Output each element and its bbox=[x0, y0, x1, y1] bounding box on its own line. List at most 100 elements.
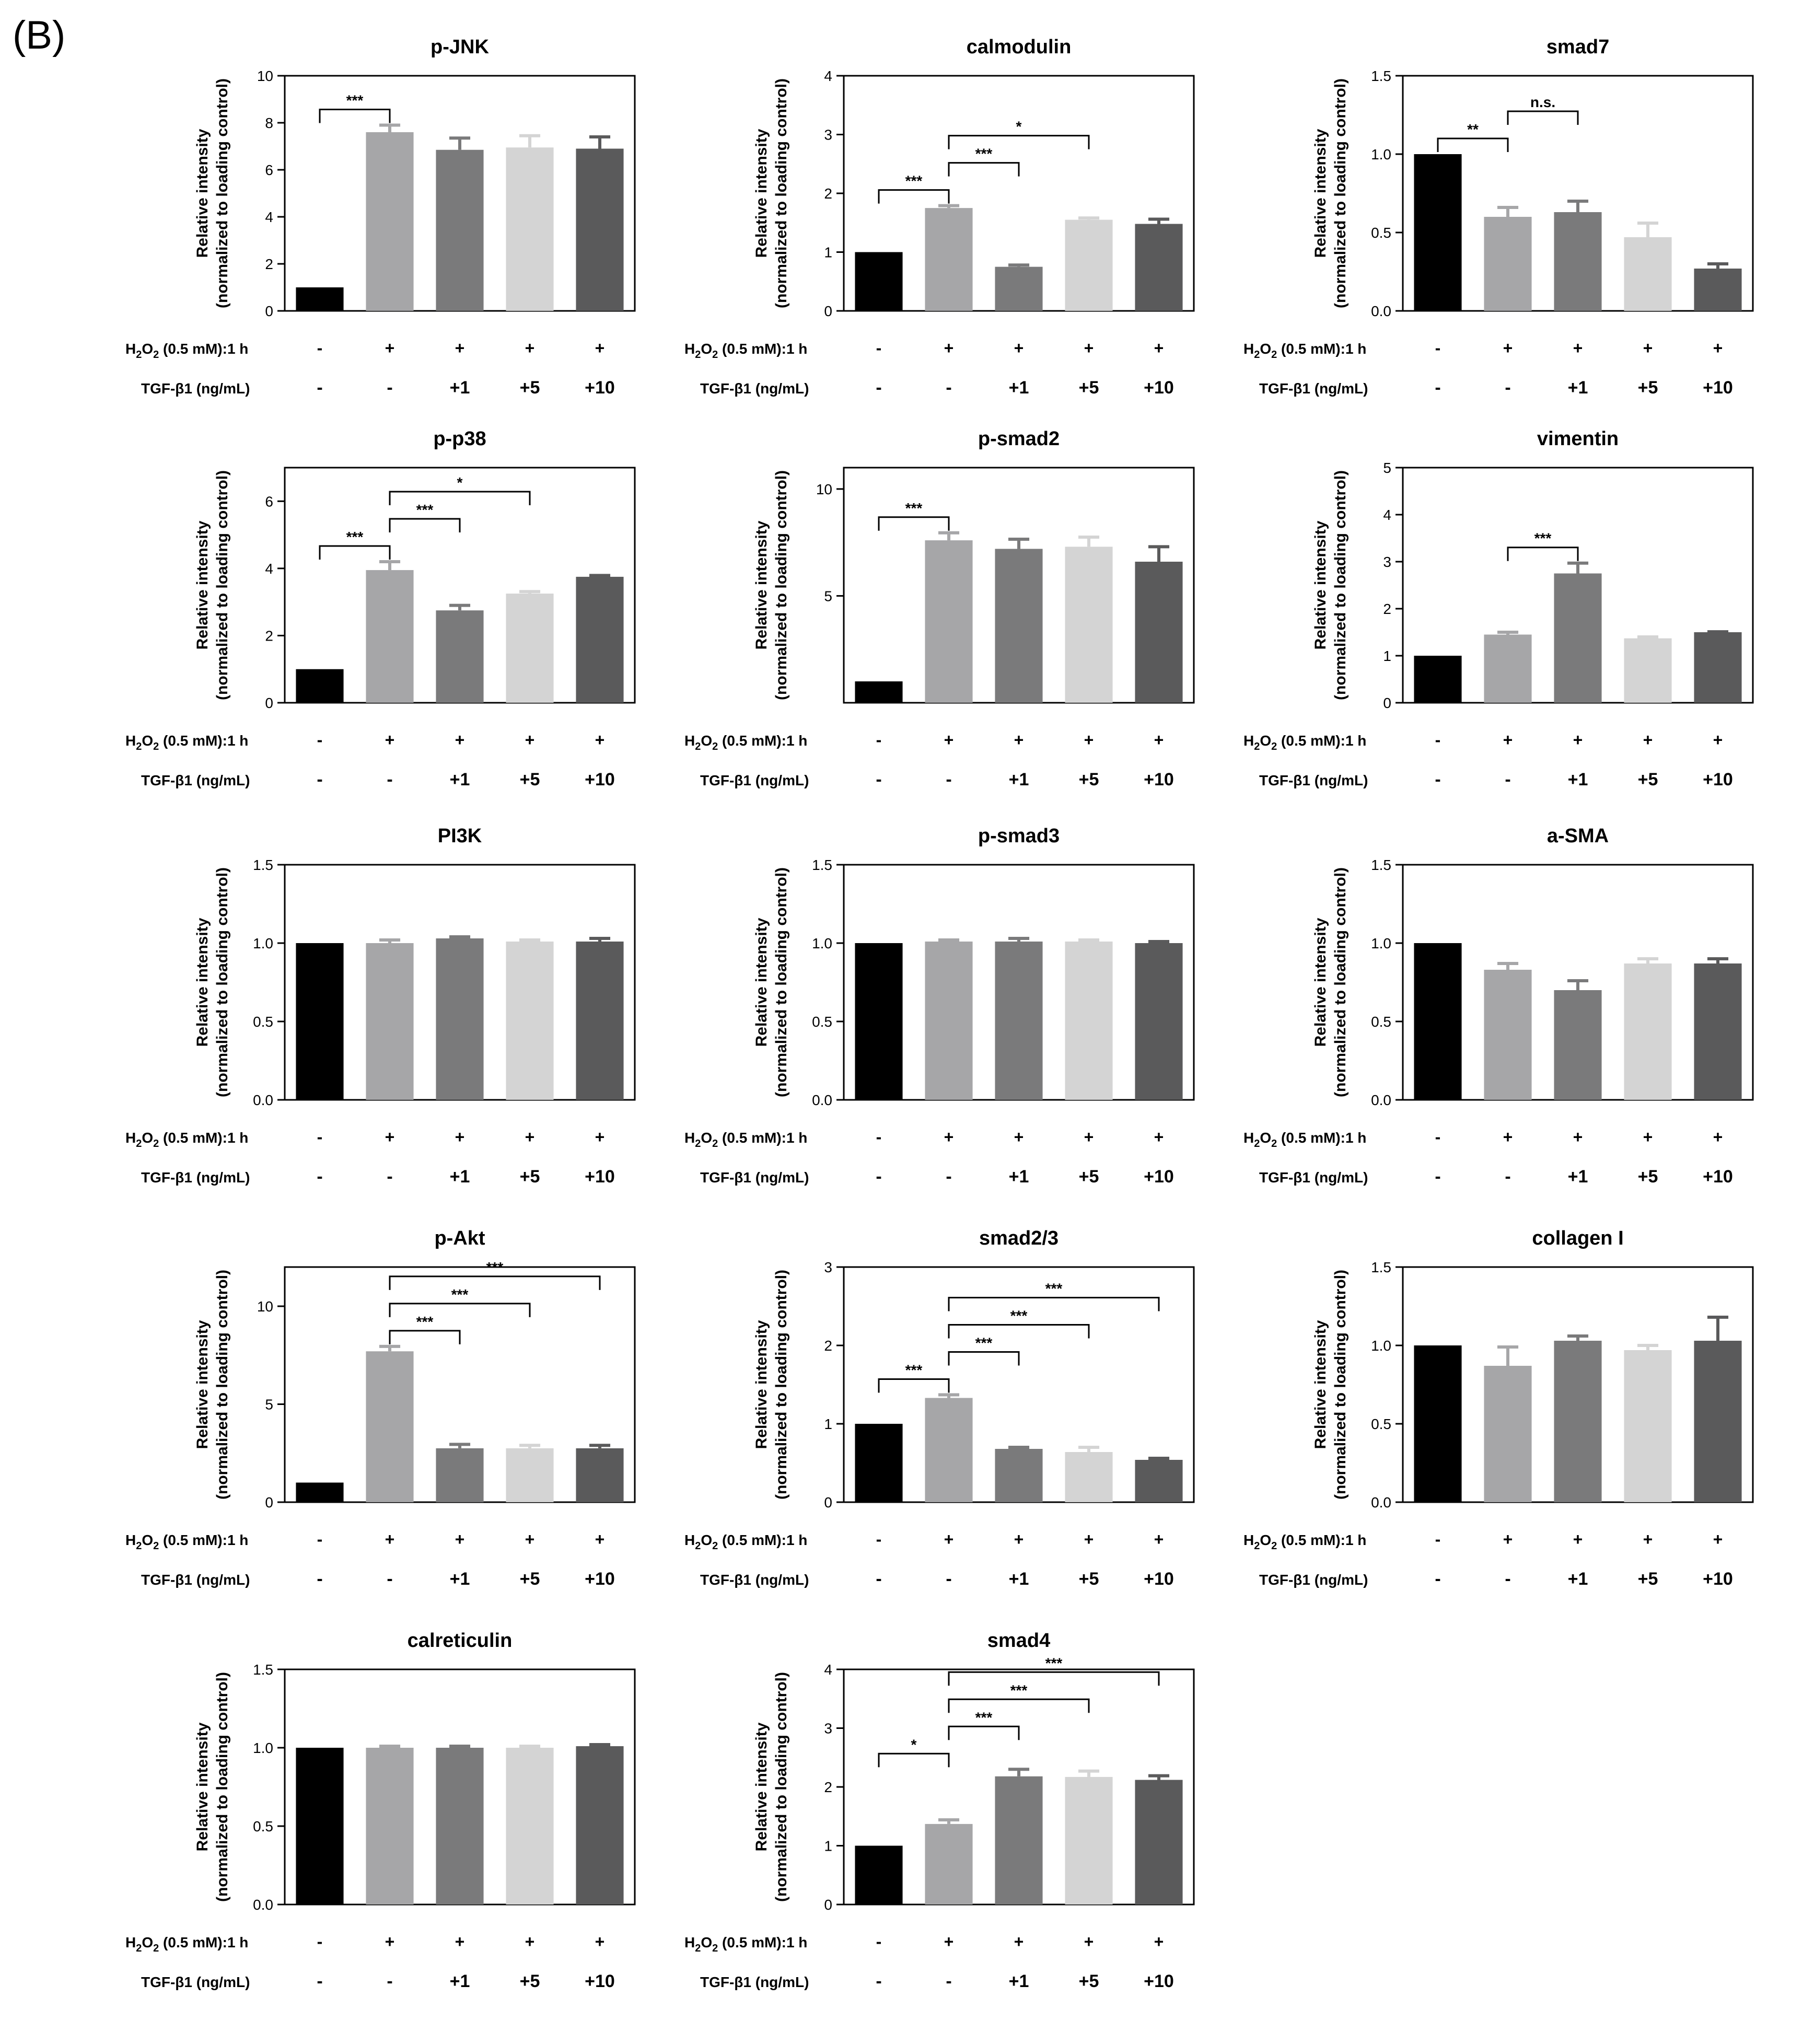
bar bbox=[436, 1448, 484, 1502]
tgf-row-label: TGF-β1 (ng/mL) bbox=[141, 380, 250, 397]
y-axis-label: Relative intensity (normalized to loading… bbox=[1312, 470, 1349, 700]
h2o2-value: + bbox=[525, 1530, 535, 1549]
y-tick-label: 1.0 bbox=[1371, 1338, 1391, 1354]
tgf-row-label: TGF-β1 (ng/mL) bbox=[141, 1572, 250, 1588]
significance-label: *** bbox=[975, 1335, 993, 1351]
significance-bracket bbox=[389, 1330, 461, 1344]
h2o2-value: + bbox=[1503, 1530, 1513, 1549]
y-axis-label-line2: (normalized to loading control) bbox=[773, 470, 790, 700]
significance-bracket bbox=[1507, 110, 1579, 125]
significance-label: *** bbox=[975, 1709, 993, 1725]
h2o2-row-label: H2O2 (0.5 mM):1 h bbox=[125, 1934, 248, 1954]
bar bbox=[995, 549, 1043, 703]
bar bbox=[1694, 269, 1742, 311]
h2o2-value: - bbox=[876, 1530, 882, 1549]
bar bbox=[296, 943, 344, 1100]
h2o2-text: O bbox=[701, 1532, 712, 1548]
chart-title: calreticulin bbox=[408, 1630, 513, 1652]
y-tick-label: 3 bbox=[824, 1259, 832, 1275]
chart-title: calmodulin bbox=[967, 36, 1072, 58]
bar bbox=[925, 942, 973, 1100]
bar bbox=[1484, 634, 1532, 703]
significance-label: *** bbox=[1010, 1308, 1028, 1324]
chart-title: p-smad2 bbox=[978, 428, 1060, 450]
tgf-value: - bbox=[1505, 1569, 1510, 1589]
y-axis-label: Relative intensity (normalized to loading… bbox=[753, 1270, 790, 1500]
h2o2-text: (0.5 mM):1 h bbox=[159, 1532, 248, 1548]
tgf-value: +5 bbox=[520, 1167, 540, 1187]
y-tick-label: 1.0 bbox=[812, 935, 832, 951]
y-tick-label: 6 bbox=[265, 162, 273, 178]
h2o2-value: + bbox=[1154, 730, 1164, 749]
tgf-row-label: TGF-β1 (ng/mL) bbox=[700, 1974, 809, 1990]
bar bbox=[506, 147, 554, 311]
significance-bracket bbox=[389, 491, 531, 505]
bar bbox=[366, 1351, 414, 1502]
h2o2-value: + bbox=[944, 1530, 954, 1549]
h2o2-value: + bbox=[455, 730, 465, 749]
tgf-value: +1 bbox=[450, 1569, 470, 1589]
tgf-value: +5 bbox=[520, 770, 540, 789]
h2o2-text: (0.5 mM):1 h bbox=[718, 341, 807, 357]
figure-panel-label: (B) bbox=[13, 13, 66, 57]
y-tick-label: 4 bbox=[824, 68, 832, 84]
y-axis-label: Relative intensity (normalized to loading… bbox=[194, 78, 231, 308]
y-axis-label: Relative intensity (normalized to loading… bbox=[1312, 78, 1349, 308]
bar bbox=[366, 132, 414, 311]
h2o2-sub: 2 bbox=[153, 1540, 159, 1552]
y-tick-label: 0.5 bbox=[1371, 225, 1391, 241]
y-tick-label: 0 bbox=[1383, 695, 1391, 711]
h2o2-text: H bbox=[125, 1532, 136, 1548]
y-tick-label: 0 bbox=[824, 303, 832, 319]
tgf-value: - bbox=[317, 770, 322, 789]
h2o2-text: H bbox=[125, 1934, 136, 1950]
y-axis-label-line1: Relative intensity bbox=[1312, 1320, 1329, 1449]
y-tick-label: 4 bbox=[1383, 507, 1391, 523]
h2o2-sub: 2 bbox=[712, 1943, 718, 1954]
y-tick-label: 4 bbox=[265, 561, 273, 577]
bar bbox=[576, 576, 624, 703]
bar bbox=[855, 1424, 903, 1502]
tgf-value: +5 bbox=[1079, 770, 1099, 789]
h2o2-text: O bbox=[142, 1130, 153, 1146]
h2o2-text: O bbox=[1260, 1532, 1271, 1548]
chart-panel-pi3k: PI3K Relative intensity (normalized to loa… bbox=[104, 810, 679, 1207]
y-tick-label: 0.5 bbox=[1371, 1014, 1391, 1030]
y-tick-label: 0.0 bbox=[1371, 1494, 1391, 1511]
y-tick-label: 2 bbox=[1383, 601, 1391, 617]
y-tick-label: 0.0 bbox=[1371, 303, 1391, 319]
h2o2-value: + bbox=[1154, 1128, 1164, 1146]
significance-label: *** bbox=[346, 529, 364, 545]
h2o2-value: + bbox=[1084, 1128, 1094, 1146]
h2o2-row-label: H2O2 (0.5 mM):1 h bbox=[684, 1934, 807, 1954]
chart-title: vimentin bbox=[1537, 428, 1619, 450]
tgf-value: +10 bbox=[585, 1167, 615, 1187]
tgf-value: +5 bbox=[1638, 378, 1658, 398]
tgf-value: +10 bbox=[585, 378, 615, 398]
h2o2-value: + bbox=[595, 730, 605, 749]
y-tick-label: 10 bbox=[816, 481, 832, 497]
y-tick-label: 5 bbox=[265, 1397, 273, 1413]
h2o2-sub: 2 bbox=[136, 1943, 142, 1954]
tgf-value: - bbox=[946, 1971, 951, 1991]
chart-svg: PI3K Relative intensity (normalized to loa… bbox=[125, 825, 636, 1187]
h2o2-text: H bbox=[1243, 1532, 1254, 1548]
h2o2-value: - bbox=[1435, 1128, 1441, 1146]
bar bbox=[925, 1824, 973, 1904]
h2o2-row-label: H2O2 (0.5 mM):1 h bbox=[125, 733, 248, 752]
h2o2-row-label: H2O2 (0.5 mM):1 h bbox=[1243, 733, 1366, 752]
h2o2-text: O bbox=[142, 733, 153, 749]
chart-panel-vimentin: vimentin Relative intensity (normalized to… bbox=[1223, 413, 1797, 810]
h2o2-sub: 2 bbox=[695, 1540, 701, 1552]
h2o2-text: O bbox=[701, 733, 712, 749]
bar bbox=[1694, 1341, 1742, 1502]
h2o2-value: + bbox=[1154, 1932, 1164, 1951]
y-axis-label: Relative intensity (normalized to loading… bbox=[194, 470, 231, 700]
significance-bracket bbox=[319, 545, 391, 560]
bar bbox=[506, 594, 554, 703]
bar bbox=[855, 252, 903, 311]
chart-svg: calreticulin Relative intensity (normalize… bbox=[125, 1630, 636, 1991]
tgf-value: - bbox=[387, 1971, 392, 1991]
significance-label: *** bbox=[346, 92, 364, 109]
y-axis-label-line1: Relative intensity bbox=[753, 129, 770, 258]
